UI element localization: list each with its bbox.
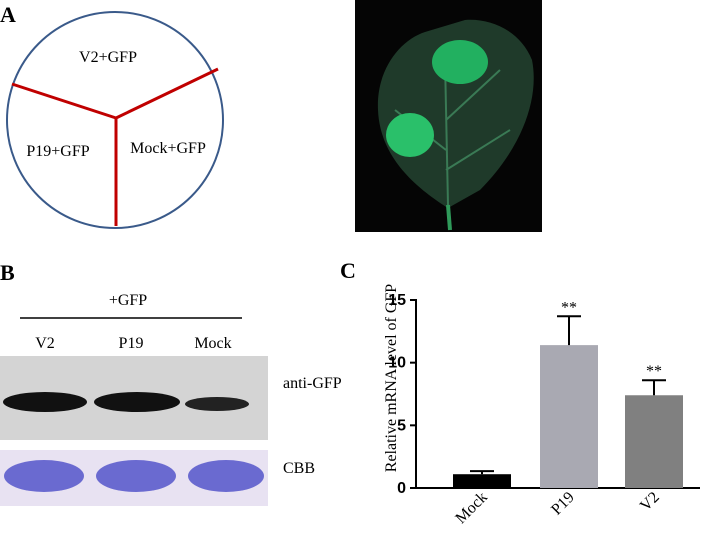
- panel-label: C: [340, 258, 356, 283]
- y-tick-label: 10: [388, 355, 406, 372]
- divider: [11, 67, 219, 226]
- y-tick-label: 0: [397, 480, 406, 497]
- row-label: anti-GFP: [283, 375, 342, 392]
- sector-label: Mock+GFP: [130, 140, 206, 157]
- lane-label: P19: [119, 335, 144, 352]
- sector-label: P19+GFP: [26, 143, 89, 160]
- significance: **: [561, 299, 577, 316]
- bar: [453, 474, 511, 488]
- panel-label: B: [0, 260, 15, 285]
- sector-label: V2+GFP: [79, 49, 137, 66]
- lane-label: V2: [35, 335, 55, 352]
- x-tick-label: Mock: [452, 489, 490, 527]
- panel-label: A: [0, 2, 16, 27]
- significance: **: [646, 363, 662, 380]
- plate-circle: [6, 11, 224, 229]
- cbb-gel: [0, 450, 268, 506]
- bar: [540, 345, 598, 488]
- x-tick-label: P19: [548, 489, 578, 519]
- blot-header: +GFP: [109, 292, 147, 309]
- y-tick-label: 5: [397, 417, 406, 434]
- y-tick-label: 15: [388, 292, 406, 309]
- row-label: CBB: [283, 460, 315, 477]
- western-blot: [0, 356, 268, 440]
- lane-label: Mock: [194, 335, 231, 352]
- x-tick-label: V2: [637, 489, 663, 515]
- leaf-photo: [355, 0, 542, 232]
- y-axis-label: Relative mRNA level of GFP: [383, 284, 400, 473]
- bar: [625, 395, 683, 488]
